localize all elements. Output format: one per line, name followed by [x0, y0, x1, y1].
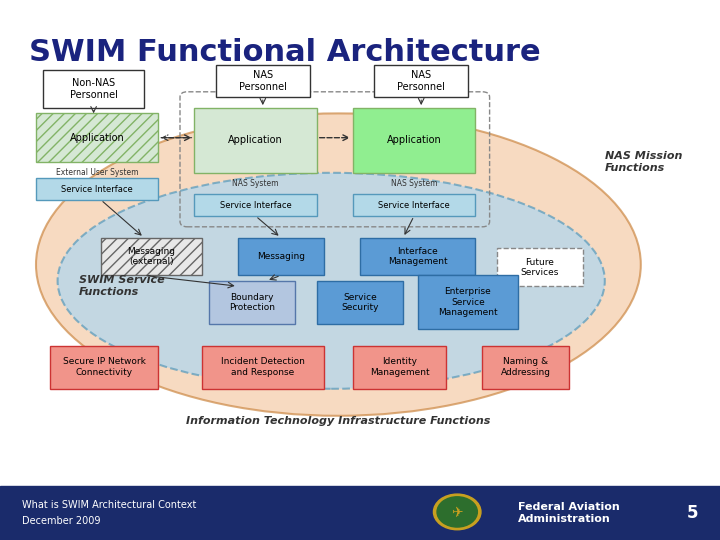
- FancyBboxPatch shape: [202, 346, 324, 389]
- Text: Service Interface: Service Interface: [220, 201, 292, 210]
- Text: Messaging: Messaging: [257, 252, 305, 261]
- Text: Naming &
Addressing: Naming & Addressing: [500, 357, 551, 377]
- Text: Application: Application: [228, 136, 283, 145]
- FancyBboxPatch shape: [418, 275, 518, 329]
- Text: Incident Detection
and Response: Incident Detection and Response: [221, 357, 305, 377]
- FancyBboxPatch shape: [194, 194, 317, 216]
- FancyBboxPatch shape: [374, 65, 468, 97]
- FancyBboxPatch shape: [194, 108, 317, 173]
- FancyBboxPatch shape: [43, 70, 144, 108]
- FancyBboxPatch shape: [101, 238, 202, 275]
- Text: Information Technology Infrastructure Functions: Information Technology Infrastructure Fu…: [186, 416, 490, 426]
- Text: Non-NAS
Personnel: Non-NAS Personnel: [70, 78, 117, 100]
- Text: Application: Application: [387, 136, 441, 145]
- Text: Enterprise
Service
Management: Enterprise Service Management: [438, 287, 498, 318]
- Text: Identity
Management: Identity Management: [370, 357, 429, 377]
- FancyBboxPatch shape: [497, 248, 583, 286]
- Text: NAS Mission
Functions: NAS Mission Functions: [605, 151, 682, 173]
- FancyBboxPatch shape: [36, 113, 158, 162]
- FancyBboxPatch shape: [36, 178, 158, 200]
- Text: Interface
Management: Interface Management: [388, 247, 447, 266]
- FancyBboxPatch shape: [50, 346, 158, 389]
- FancyBboxPatch shape: [360, 238, 475, 275]
- FancyBboxPatch shape: [216, 65, 310, 97]
- Text: NAS
Personnel: NAS Personnel: [397, 70, 445, 92]
- Text: ✈: ✈: [451, 505, 463, 519]
- Ellipse shape: [36, 113, 641, 416]
- Text: December 2009: December 2009: [22, 516, 100, 526]
- Text: 5: 5: [687, 504, 698, 522]
- Text: Application: Application: [70, 133, 125, 143]
- Text: NAS
Personnel: NAS Personnel: [239, 70, 287, 92]
- Text: Service
Security: Service Security: [341, 293, 379, 312]
- Text: Service Interface: Service Interface: [61, 185, 133, 193]
- Text: Service Interface: Service Interface: [378, 201, 450, 210]
- FancyBboxPatch shape: [353, 108, 475, 173]
- Bar: [0, 486, 720, 540]
- Text: Secure IP Network
Connectivity: Secure IP Network Connectivity: [63, 357, 146, 377]
- Text: SWIM Functional Architecture: SWIM Functional Architecture: [29, 38, 541, 67]
- FancyBboxPatch shape: [317, 281, 403, 324]
- Text: NAS System: NAS System: [391, 179, 437, 188]
- Circle shape: [433, 494, 481, 530]
- Text: Federal Aviation
Administration: Federal Aviation Administration: [518, 502, 620, 524]
- FancyBboxPatch shape: [353, 346, 446, 389]
- FancyBboxPatch shape: [353, 194, 475, 216]
- Text: What is SWIM Architectural Context: What is SWIM Architectural Context: [22, 500, 196, 510]
- Text: Boundary
Protection: Boundary Protection: [229, 293, 275, 312]
- Text: Messaging
(external): Messaging (external): [127, 247, 175, 266]
- FancyBboxPatch shape: [209, 281, 295, 324]
- Text: External User System: External User System: [56, 168, 138, 178]
- Text: NAS System: NAS System: [233, 179, 279, 188]
- FancyBboxPatch shape: [482, 346, 569, 389]
- FancyBboxPatch shape: [238, 238, 324, 275]
- Text: Future
Services: Future Services: [521, 258, 559, 277]
- Circle shape: [437, 497, 477, 527]
- Ellipse shape: [58, 173, 605, 389]
- Text: SWIM Service
Functions: SWIM Service Functions: [79, 275, 165, 297]
